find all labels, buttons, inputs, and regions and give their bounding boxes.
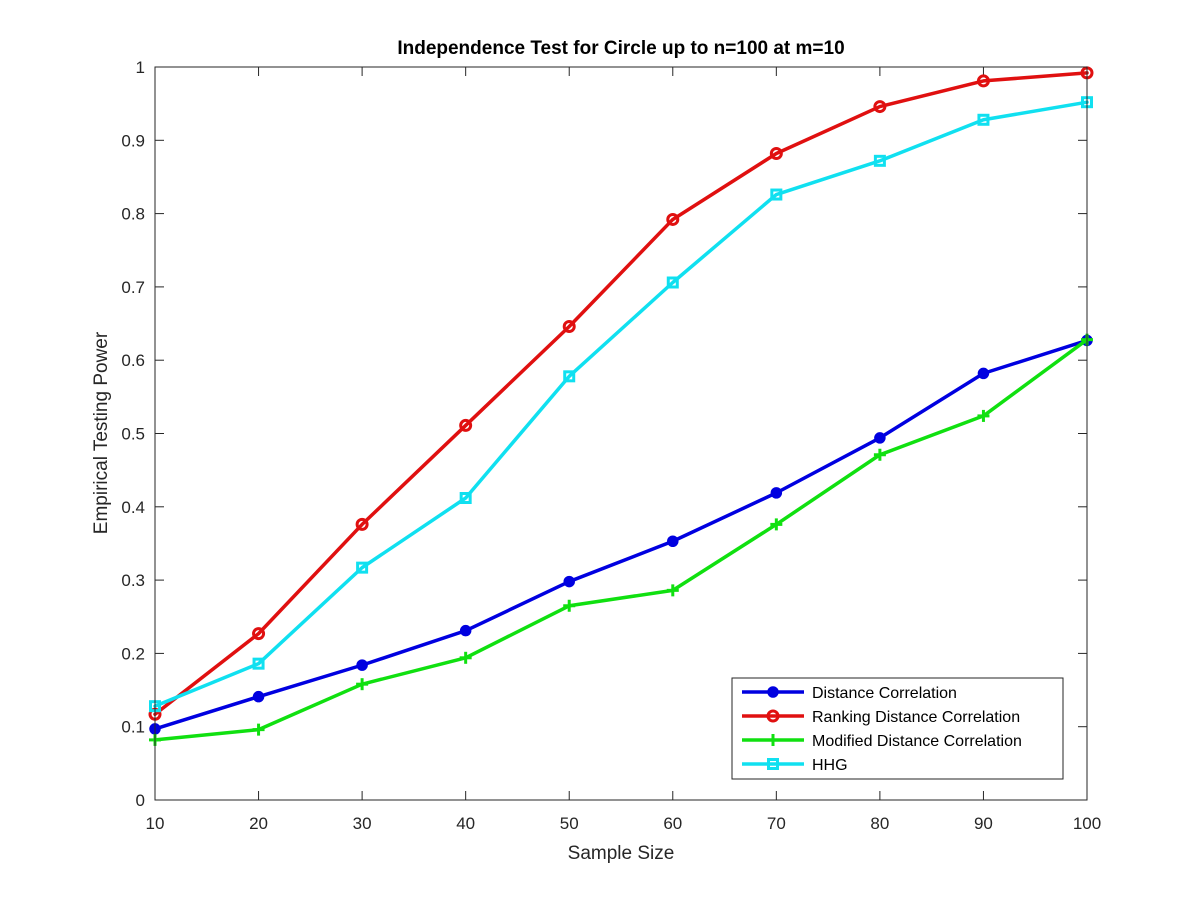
legend-swatch-marker bbox=[767, 758, 779, 770]
data-point bbox=[356, 561, 369, 574]
y-tick-label: 0.1 bbox=[121, 718, 145, 737]
data-point bbox=[252, 723, 265, 736]
data-point bbox=[355, 517, 369, 531]
data-point bbox=[976, 74, 990, 88]
legend-swatch-marker bbox=[767, 686, 779, 698]
legend-entry: Ranking Distance Correlation bbox=[742, 709, 1020, 726]
legend-swatch-marker bbox=[766, 709, 780, 723]
data-point bbox=[459, 651, 472, 664]
legend-entry: Modified Distance Correlation bbox=[742, 733, 1022, 750]
legend-entry: Distance Correlation bbox=[742, 685, 957, 702]
x-axis-label: Sample Size bbox=[568, 843, 675, 864]
data-point bbox=[666, 276, 679, 289]
data-point bbox=[252, 690, 265, 703]
y-tick-label: 0.3 bbox=[121, 571, 145, 590]
legend-label: Distance Correlation bbox=[812, 685, 957, 702]
x-tick-label: 100 bbox=[1073, 814, 1101, 833]
data-point bbox=[770, 487, 783, 499]
data-point bbox=[977, 113, 990, 126]
series-line bbox=[153, 338, 1089, 731]
legend-label: HHG bbox=[812, 757, 848, 774]
legend: Distance Correlation Ranking Distance Cor… bbox=[731, 677, 1064, 780]
y-tick-label: 0.9 bbox=[121, 131, 145, 150]
data-point bbox=[666, 584, 679, 597]
x-tick-label: 70 bbox=[767, 814, 786, 833]
y-tick-label: 0.7 bbox=[121, 278, 145, 297]
y-tick-label: 0 bbox=[136, 791, 145, 810]
series-2 bbox=[148, 66, 1094, 721]
data-point bbox=[356, 678, 369, 691]
series-line bbox=[153, 337, 1089, 742]
x-tick-label: 10 bbox=[146, 814, 165, 833]
series-line bbox=[153, 71, 1089, 716]
legend-box bbox=[731, 677, 1064, 780]
data-point bbox=[562, 319, 576, 333]
y-tick-label: 0.6 bbox=[121, 351, 145, 370]
legend-entry: HHG bbox=[742, 757, 848, 774]
data-point bbox=[666, 212, 680, 226]
data-point bbox=[873, 448, 886, 461]
legend-swatch-marker bbox=[767, 734, 779, 746]
data-point bbox=[459, 624, 472, 637]
x-tick-label: 20 bbox=[249, 814, 268, 833]
x-tick-label: 90 bbox=[974, 814, 993, 833]
data-point bbox=[873, 154, 886, 167]
data-point bbox=[770, 188, 783, 201]
x-tick-label: 40 bbox=[456, 814, 475, 833]
data-point bbox=[977, 409, 990, 422]
y-tick-label: 0.5 bbox=[121, 425, 145, 444]
data-point bbox=[252, 627, 266, 641]
legend-label: Modified Distance Correlation bbox=[812, 733, 1022, 750]
data-point bbox=[667, 535, 679, 548]
axes-box bbox=[154, 66, 1088, 801]
data-point bbox=[977, 367, 990, 380]
data-point bbox=[459, 418, 473, 432]
series-3 bbox=[149, 333, 1093, 746]
ticks-layer: 10 20 30 40 50 60 70 80 90 100 0 0.1 0.2 0.3 0.4 0.5 0.6… bbox=[121, 58, 1101, 833]
data-point bbox=[563, 370, 576, 383]
series-line bbox=[153, 100, 1089, 708]
data-point bbox=[252, 657, 265, 670]
x-tick-label: 30 bbox=[353, 814, 372, 833]
y-axis-label: Empirical Testing Power bbox=[91, 331, 112, 534]
chart-title: Independence Test for Circle up to n=100… bbox=[397, 38, 844, 59]
data-point bbox=[563, 599, 576, 612]
data-point bbox=[356, 659, 368, 671]
y-tick-label: 0.4 bbox=[121, 498, 145, 517]
x-tick-label: 60 bbox=[663, 814, 682, 833]
legend-label: Ranking Distance Correlation bbox=[812, 709, 1020, 726]
data-point bbox=[770, 518, 783, 531]
y-tick-label: 0.8 bbox=[121, 205, 145, 224]
x-tick-label: 80 bbox=[870, 814, 889, 833]
data-point bbox=[769, 146, 783, 160]
data-point bbox=[873, 100, 887, 114]
data-point bbox=[563, 575, 575, 588]
x-tick-label: 50 bbox=[560, 814, 579, 833]
y-tick-label: 1 bbox=[136, 58, 145, 77]
data-point bbox=[874, 432, 886, 444]
y-tick-label: 0.2 bbox=[121, 644, 145, 663]
data-point bbox=[459, 492, 472, 505]
